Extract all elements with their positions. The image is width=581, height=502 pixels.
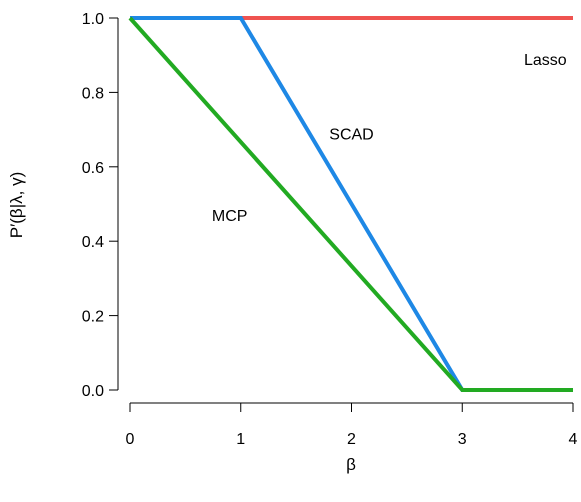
y-tick-label: 0.6 [82, 160, 104, 177]
series-line-scad [130, 16, 573, 392]
x-tick-label: 1 [236, 431, 245, 448]
y-tick-label: 0.2 [82, 309, 104, 326]
series-line-mcp [128, 16, 573, 392]
x-tick-label: 2 [347, 431, 356, 448]
y-axis-title: P′(β|λ, γ) [7, 172, 26, 239]
series-labels: Lasso SCAD MCP [212, 52, 567, 225]
series-label-mcp: MCP [212, 208, 248, 225]
y-tick-label: 0.4 [82, 234, 104, 251]
x-tick-label: 3 [458, 431, 467, 448]
x-tick-label: 0 [126, 431, 135, 448]
y-tick-label: 1.0 [82, 11, 104, 28]
y-tick-label: 0.0 [82, 383, 104, 400]
y-tick-label: 0.8 [82, 85, 104, 102]
series-label-lasso: Lasso [524, 52, 567, 69]
series-lines [128, 16, 573, 392]
x-axis: 0 1 2 3 4 [126, 402, 578, 448]
y-axis: 0.0 0.2 0.4 0.6 0.8 1.0 [82, 11, 119, 400]
x-axis-title: β [346, 455, 356, 474]
series-label-scad: SCAD [329, 126, 373, 143]
x-tick-label: 4 [569, 431, 578, 448]
